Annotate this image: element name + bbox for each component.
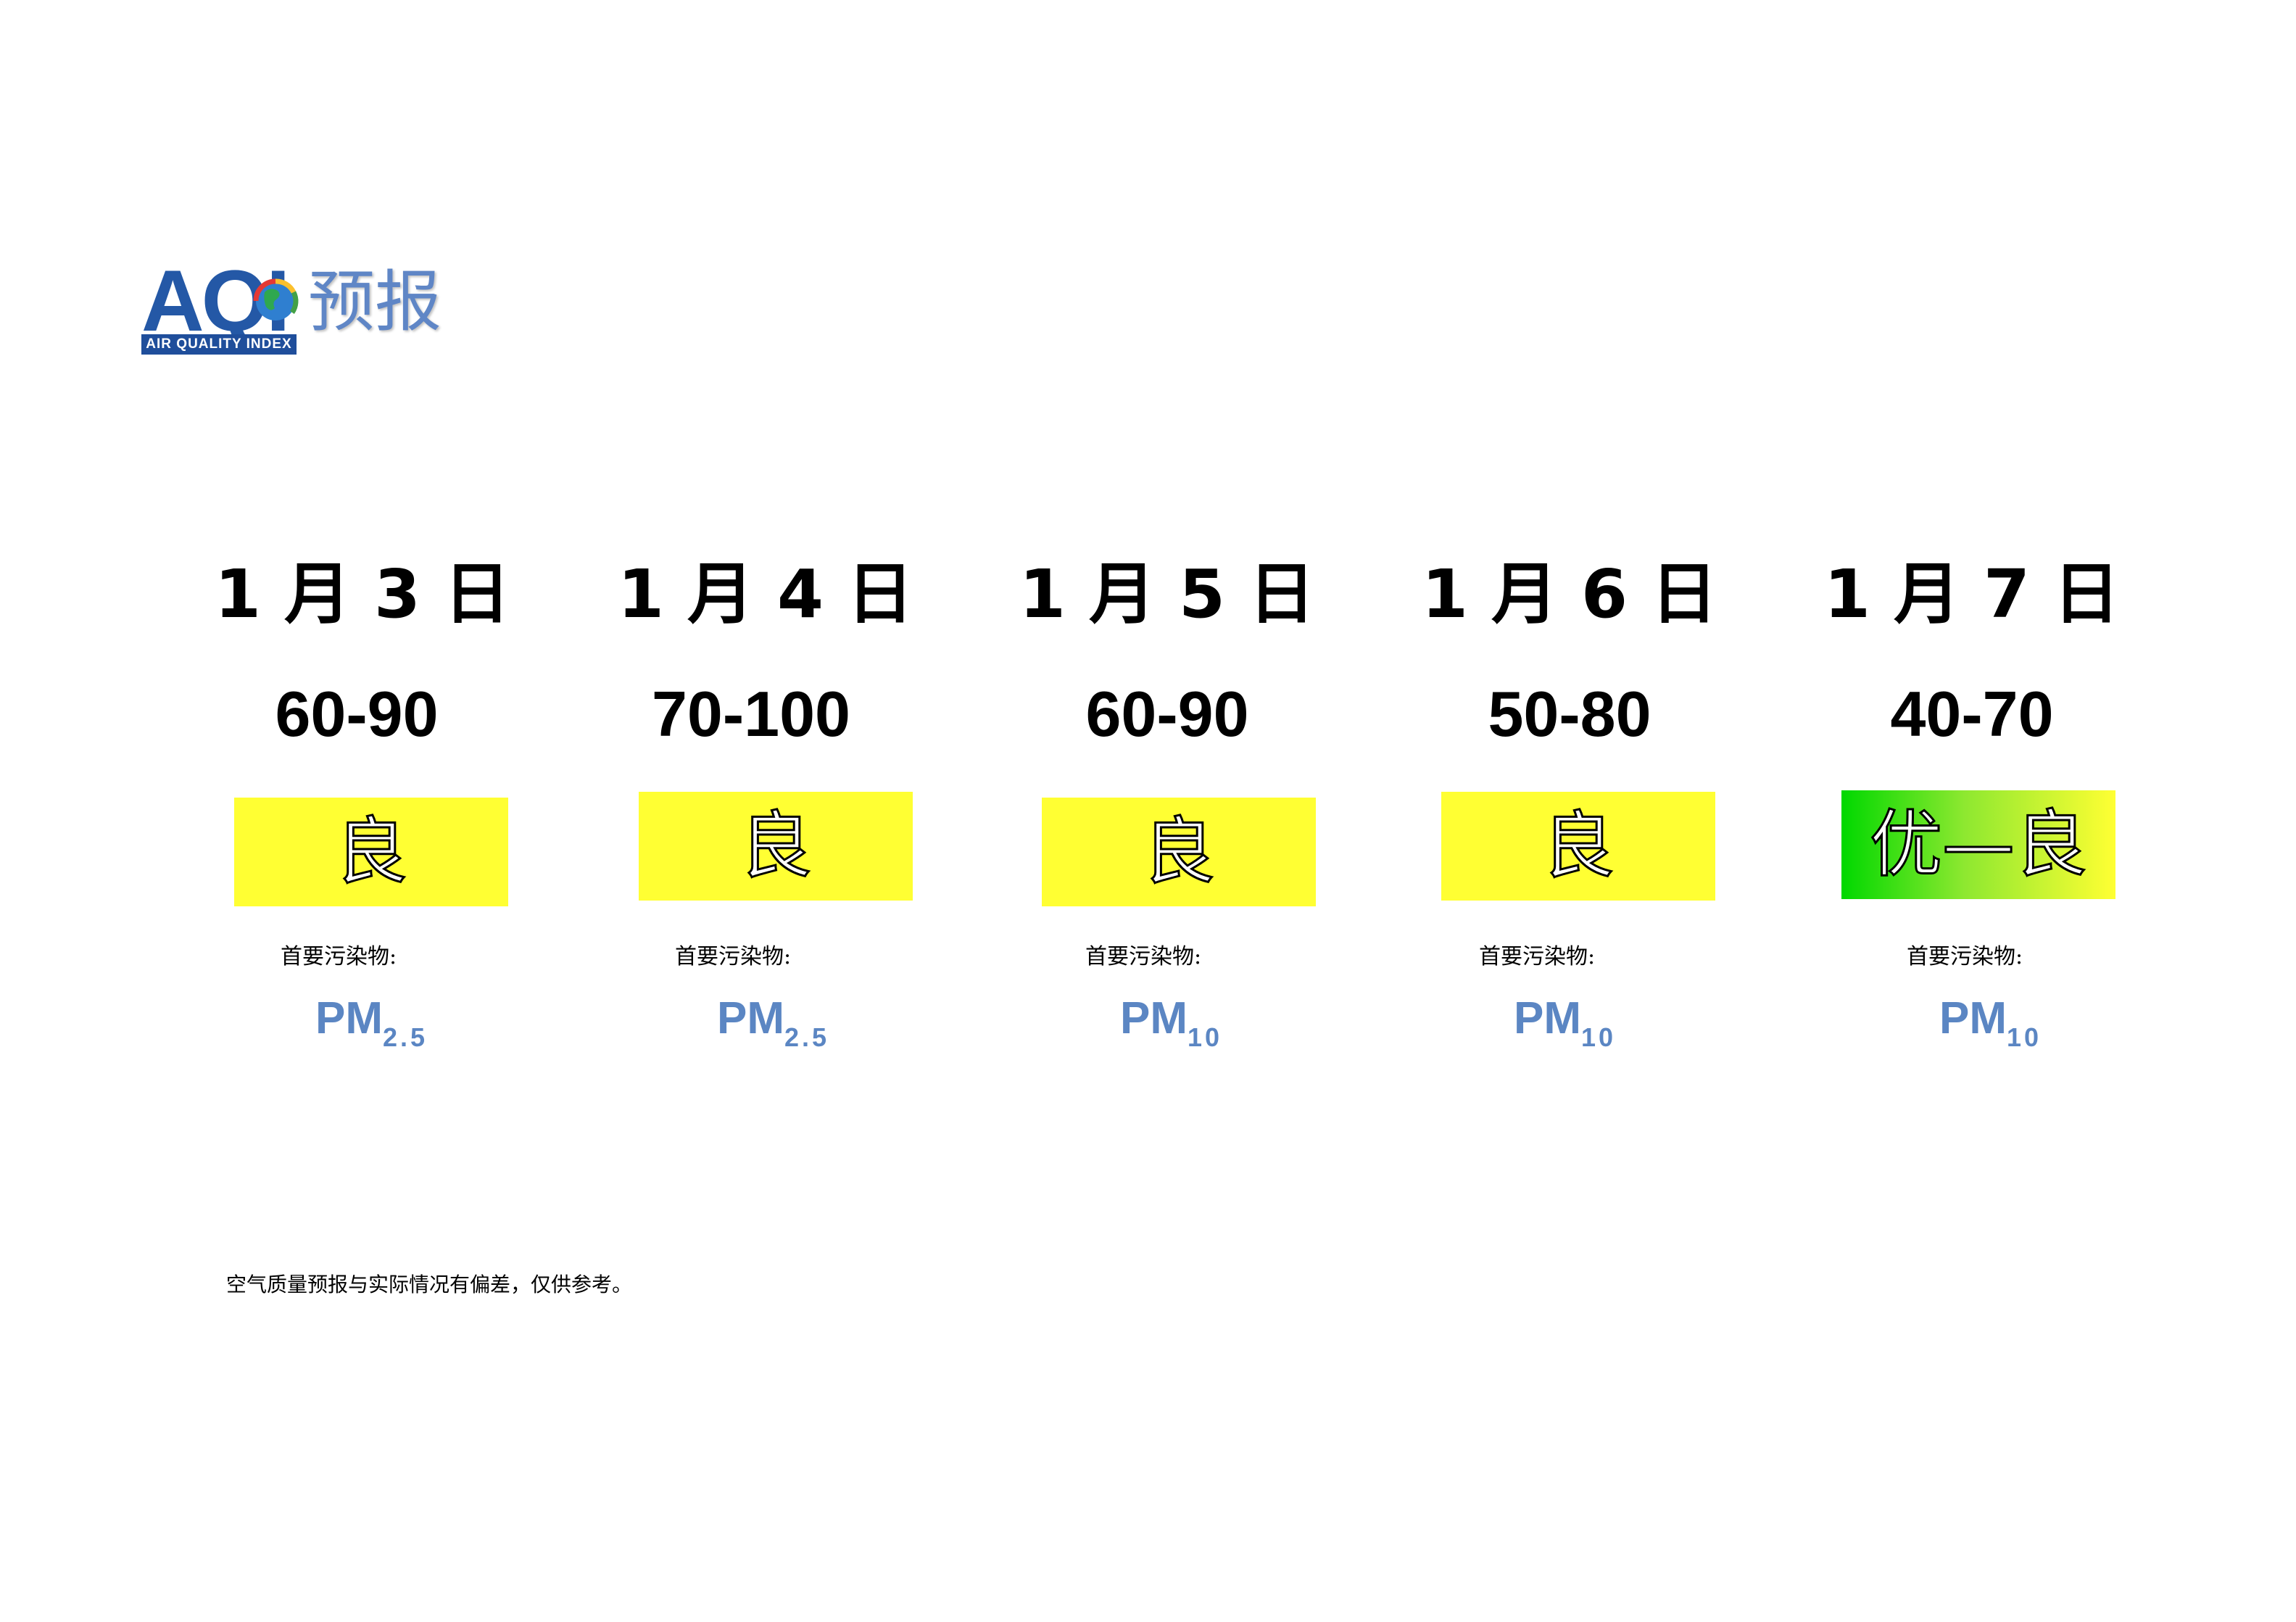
logo-band: AIR QUALITY INDEX	[141, 334, 297, 355]
disclaimer-note: 空气质量预报与实际情况有偏差，仅供参考。	[226, 1273, 633, 1296]
globe-icon	[253, 278, 299, 320]
primary-pollutant: PM10	[1120, 986, 1222, 1057]
forecast-day: 1 月 3 日 60-90 良 首要污染物: PM2.5	[181, 551, 544, 1073]
forecast-day: 1 月 5 日 60-90 良 首要污染物: PM10	[986, 551, 1348, 1073]
pollutant-name: PM	[1939, 993, 2007, 1043]
aqi-range: 60-90	[275, 678, 439, 750]
aqi-level-badge: 优—良	[1841, 790, 2115, 899]
aqi-level-badge: 良	[639, 792, 913, 901]
forecast-day: 1 月 6 日 50-80 良 首要污染物: PM10	[1388, 551, 1751, 1073]
pollutant-name: PM	[1120, 993, 1188, 1043]
pollutant-subscript: 10	[2007, 1022, 2042, 1052]
aqi-level-badge: 良	[234, 798, 508, 906]
primary-pollutant: PM2.5	[717, 986, 829, 1057]
pollutant-subscript: 2.5	[383, 1022, 428, 1052]
aqi-range: 60-90	[1085, 678, 1249, 750]
primary-pollutant-label: 首要污染物:	[1907, 944, 2023, 969]
primary-pollutant-label: 首要污染物:	[281, 944, 397, 969]
primary-pollutant-label: 首要污染物:	[1085, 944, 1202, 969]
forecast-date: 1 月 6 日	[1421, 555, 1718, 633]
primary-pollutant: PM10	[1939, 986, 2042, 1057]
primary-pollutant-label: 首要污染物:	[1479, 944, 1596, 969]
primary-pollutant: PM10	[1514, 986, 1616, 1057]
pollutant-subscript: 10	[1188, 1022, 1223, 1052]
pollutant-subscript: 2.5	[784, 1022, 830, 1052]
primary-pollutant-label: 首要污染物:	[675, 944, 792, 969]
forecast-day: 1 月 4 日 70-100 良 首要污染物: PM2.5	[584, 551, 947, 1073]
forecast-date: 1 月 7 日	[1823, 555, 2121, 633]
forecast-day: 1 月 7 日 40-70 优—良 首要污染物: PM10	[1791, 551, 2153, 1073]
aqi-range: 50-80	[1488, 678, 1651, 750]
aqi-logo: AQI AIR QUALITY INDEX 预报	[141, 257, 446, 359]
aqi-range: 40-70	[1890, 678, 2054, 750]
primary-pollutant: PM2.5	[315, 986, 428, 1057]
pollutant-name: PM	[717, 993, 784, 1043]
aqi-level-badge: 良	[1042, 798, 1316, 906]
aqi-level-badge: 良	[1441, 792, 1715, 901]
pollutant-subscript: 10	[1581, 1022, 1617, 1052]
aqi-range: 70-100	[651, 678, 850, 750]
pollutant-name: PM	[1514, 993, 1581, 1043]
forecast-date: 1 月 5 日	[1019, 555, 1316, 633]
pollutant-name: PM	[315, 993, 383, 1043]
forecast-date: 1 月 4 日	[617, 555, 914, 633]
page-title: 预报	[308, 263, 442, 341]
forecast-date: 1 月 3 日	[214, 555, 511, 633]
